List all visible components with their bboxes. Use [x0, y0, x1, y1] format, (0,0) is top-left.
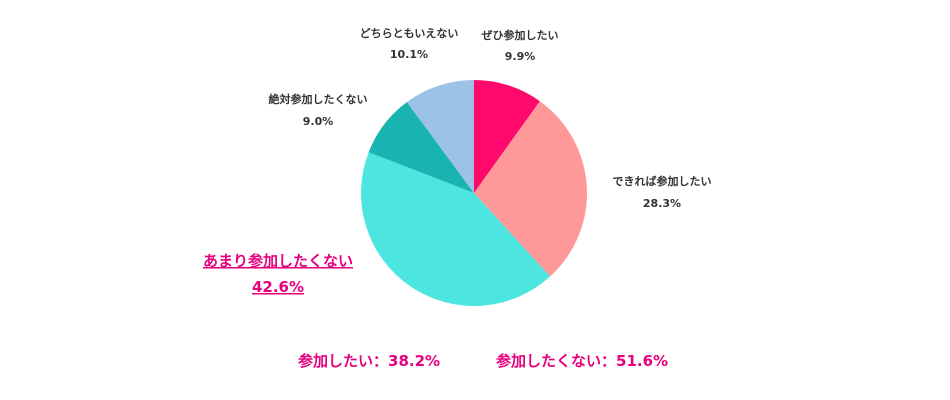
slice-value-label: 28.3% [643, 197, 681, 210]
pie-slice [474, 80, 540, 193]
slice-category-label: ぜひ参加したい [482, 28, 559, 42]
summary-positive: 参加したい：38.2% [298, 352, 440, 370]
pie-slice [361, 152, 551, 306]
slice-value-label: 42.6% [252, 278, 304, 296]
slice-category-label: どちらともいえない [360, 27, 459, 40]
summary-negative: 参加したくない：51.6% [496, 352, 668, 370]
pie-slice [368, 102, 474, 193]
slice-category-label: 絶対参加したくない [269, 92, 368, 106]
pie-slices [361, 80, 587, 306]
pie-slice [474, 101, 587, 277]
pie-slice [406, 80, 474, 193]
slice-value-label: 9.9% [505, 50, 536, 63]
slice-category-label: できれば参加したい [613, 174, 712, 188]
slice-value-label: 10.1% [390, 48, 428, 61]
pie-labels: ぜひ参加したい 9.9% できれば参加したい 28.3% あまり参加したくない 42.6%… [203, 27, 712, 296]
slice-category-label: あまり参加したくない [203, 252, 353, 270]
slice-value-label: 9.0% [303, 115, 334, 128]
